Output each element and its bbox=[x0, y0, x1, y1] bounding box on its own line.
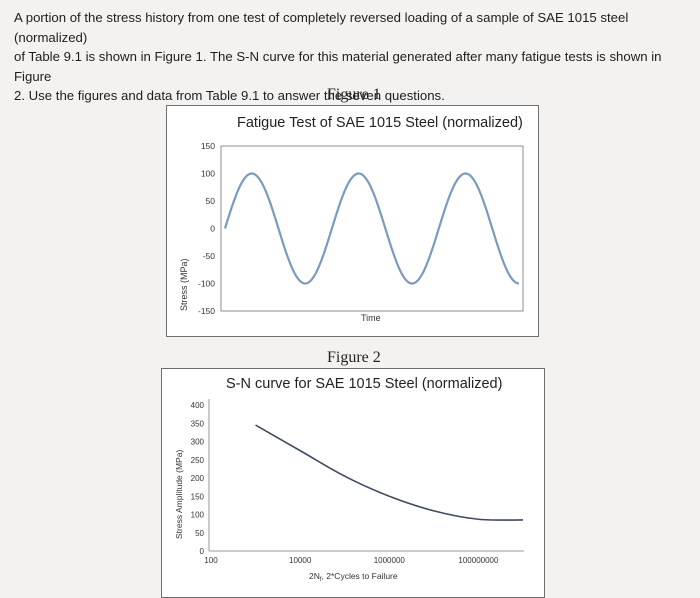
figure1-caption: Figure 1 bbox=[327, 86, 381, 103]
figure2-y-tick-label: 0 bbox=[200, 547, 205, 556]
figure1-y-tick-label: -150 bbox=[198, 306, 215, 316]
figure2-y-tick-label: 200 bbox=[191, 474, 205, 483]
figure2-x-tick-label: 100 bbox=[204, 556, 218, 565]
figure1-y-tick-label: 150 bbox=[201, 141, 215, 151]
figure2-panel: S-N curve for SAE 1015 Steel (normalized… bbox=[161, 368, 545, 598]
figure1-panel: Fatigue Test of SAE 1015 Steel (normaliz… bbox=[166, 105, 539, 337]
figure2-y-tick-label: 100 bbox=[191, 511, 205, 520]
figure2-y-tick-label: 50 bbox=[195, 529, 204, 538]
figure1-x-axis-label: Time bbox=[361, 313, 381, 323]
figure1-y-tick-label: 100 bbox=[201, 169, 215, 179]
figure1-chart: Stress (MPa) 150 100 50 0 -50 -100 -150 Time bbox=[179, 141, 524, 323]
figure2-x-tick-label: 100000000 bbox=[458, 556, 499, 565]
figure1-title: Fatigue Test of SAE 1015 Steel (normaliz… bbox=[237, 115, 523, 131]
figure2-chart: Stress Amplitude (MPa) 400 350 300 250 200 15… bbox=[174, 399, 524, 583]
figure2-y-tick-label: 300 bbox=[191, 438, 205, 447]
figure2-y-axis-label: Stress Amplitude (MPa) bbox=[174, 450, 184, 539]
figure1-y-tick-label: -50 bbox=[203, 251, 216, 261]
figure1-stress-series-line bbox=[223, 172, 520, 285]
figure2-y-tick-label: 250 bbox=[191, 456, 205, 465]
figure1-y-tick-label: 50 bbox=[206, 196, 216, 206]
figure1-plot-area bbox=[220, 145, 524, 312]
figure2-x-axis-label: 2Nf, 2*Cycles to Failure bbox=[309, 571, 398, 583]
figure1-y-tick-label: 0 bbox=[210, 224, 215, 234]
figure2-title: S-N curve for SAE 1015 Steel (normalized… bbox=[226, 376, 503, 392]
figure2-y-tick-label: 350 bbox=[191, 419, 205, 428]
figure2-sn-curve-line bbox=[255, 424, 524, 521]
figure1-y-axis-label: Stress (MPa) bbox=[179, 258, 189, 311]
figure2-caption: Figure 2 bbox=[327, 349, 381, 366]
intro-paragraph: A portion of the stress history from one… bbox=[14, 8, 690, 106]
figure2-y-tick-label: 400 bbox=[191, 401, 205, 410]
intro-line: of Table 9.1 is shown in Figure 1. The S… bbox=[14, 49, 662, 84]
figure2-x-tick-label: 1000000 bbox=[374, 556, 406, 565]
intro-line: A portion of the stress history from one… bbox=[14, 10, 629, 45]
intro-line: 2. Use the figures and data from Table 9… bbox=[14, 88, 445, 103]
figure2-x-tick-label: 10000 bbox=[289, 556, 312, 565]
figure2-y-tick-label: 150 bbox=[191, 492, 205, 501]
figure1-y-tick-label: -100 bbox=[198, 279, 215, 289]
